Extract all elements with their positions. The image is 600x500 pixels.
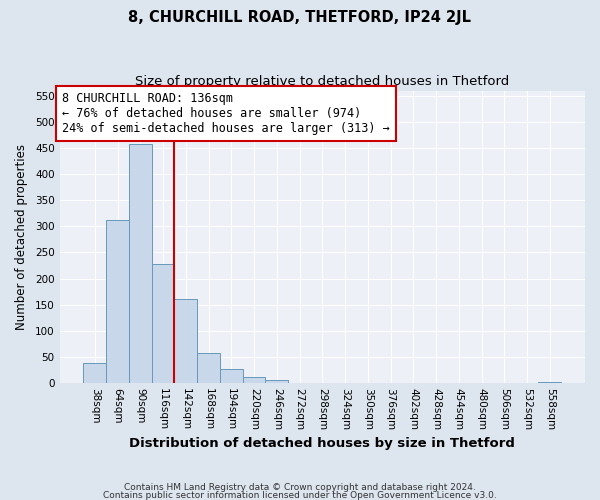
Title: Size of property relative to detached houses in Thetford: Size of property relative to detached ho… [135, 75, 509, 88]
Bar [220, 370, 242, 383]
Bar [197, 354, 220, 383]
Bar [175, 300, 197, 383]
Bar [83, 363, 106, 383]
Bar [288, 382, 311, 383]
Text: 8, CHURCHILL ROAD, THETFORD, IP24 2JL: 8, CHURCHILL ROAD, THETFORD, IP24 2JL [128, 10, 472, 25]
Bar [152, 264, 175, 383]
Y-axis label: Number of detached properties: Number of detached properties [15, 144, 28, 330]
Bar [334, 382, 356, 383]
Bar [106, 220, 129, 383]
Text: 8 CHURCHILL ROAD: 136sqm
← 76% of detached houses are smaller (974)
24% of semi-: 8 CHURCHILL ROAD: 136sqm ← 76% of detach… [62, 92, 390, 135]
Bar [242, 377, 265, 383]
Bar [129, 144, 152, 383]
Bar [265, 380, 288, 383]
Bar [538, 382, 561, 383]
Text: Contains public sector information licensed under the Open Government Licence v3: Contains public sector information licen… [103, 490, 497, 500]
X-axis label: Distribution of detached houses by size in Thetford: Distribution of detached houses by size … [130, 437, 515, 450]
Text: Contains HM Land Registry data © Crown copyright and database right 2024.: Contains HM Land Registry data © Crown c… [124, 483, 476, 492]
